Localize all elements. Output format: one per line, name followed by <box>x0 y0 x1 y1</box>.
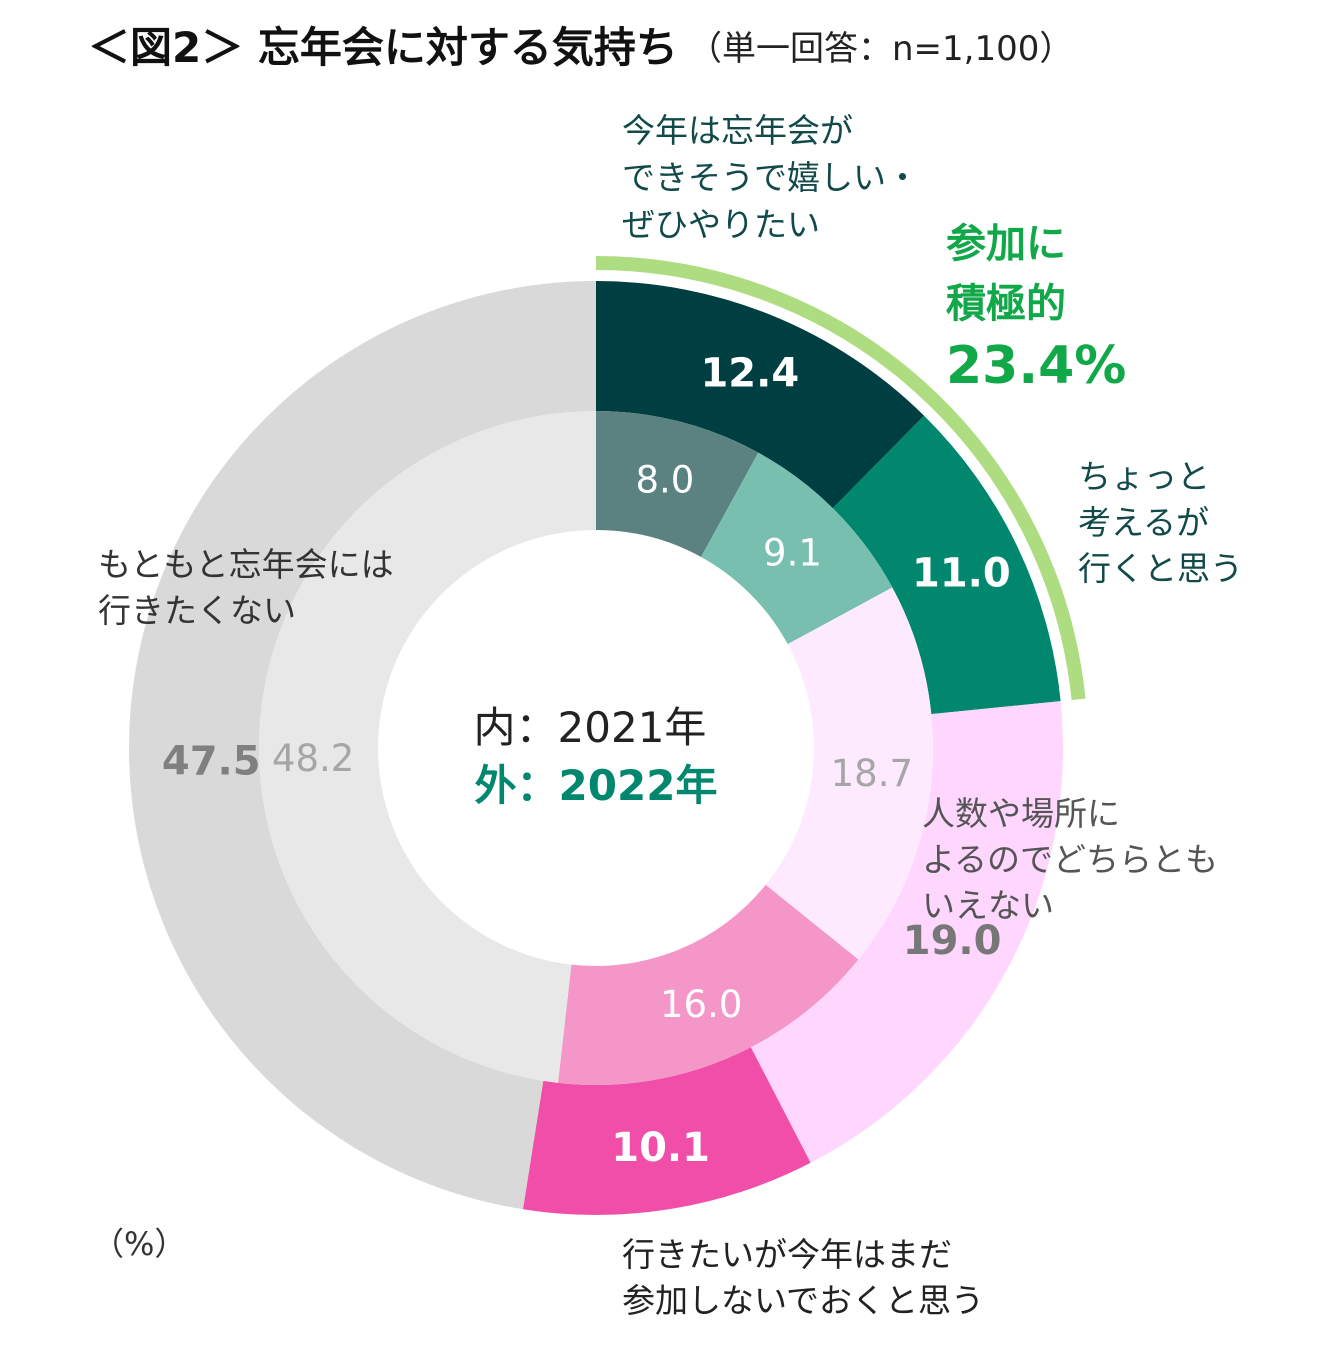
highlight-line-2: 積極的 <box>946 281 1066 327</box>
center-outer-label: 外：2022年 <box>475 761 718 810</box>
outer-ring-slice-1 <box>596 281 925 509</box>
outer-ring-slice-2 <box>832 415 1061 715</box>
category-label-4-line-2: 参加しないでおくと思う <box>622 1281 984 1320</box>
inner-ring-slice-1 <box>596 411 759 557</box>
chart-labels: 12.4 11.0 19.0 10.1 47.5 8.0 9.1 18.7 16.0 48.2 今年… <box>98 111 1243 1320</box>
outer-value-label-3: 19.0 <box>903 918 1002 964</box>
highlight-line-1: 参加に <box>946 221 1066 267</box>
category-label-1-line-2: できそうで嬉しい・ <box>622 158 919 197</box>
inner-value-label-1: 8.0 <box>635 459 694 502</box>
category-label-1-line-3: ぜひやりたい <box>622 205 820 244</box>
outer-ring-slice-3 <box>750 701 1063 1163</box>
category-label-3-line-2: よるのでどちらとも <box>922 840 1218 879</box>
inner-ring-slice-4 <box>557 884 859 1085</box>
category-label-5-line-1: もともと忘年会には <box>98 545 394 584</box>
unit-label: （%） <box>92 1225 186 1263</box>
inner-value-label-5: 48.2 <box>272 737 354 780</box>
category-label-4-line-1: 行きたいが今年はまだ <box>622 1235 952 1274</box>
category-label-2-line-2: 考えるが <box>1078 503 1209 542</box>
inner-value-label-2: 9.1 <box>763 532 822 575</box>
inner-ring-slice-5 <box>258 411 596 1083</box>
category-label-3-line-1: 人数や場所に <box>922 794 1120 833</box>
category-label-2-line-3: 行くと思う <box>1078 549 1243 588</box>
category-label-2-line-1: ちょっと <box>1078 457 1210 496</box>
inner-value-label-4: 16.0 <box>660 983 742 1026</box>
outer-value-label-2: 11.0 <box>912 550 1011 596</box>
outer-value-label-5: 47.5 <box>162 738 261 784</box>
outer-ring-slice-5 <box>128 281 596 1210</box>
highlight-value: 23.4% <box>946 336 1126 396</box>
outer-ring-slice-4 <box>522 1047 811 1215</box>
category-label-1-line-1: 今年は忘年会が <box>622 111 853 150</box>
category-label-5-line-2: 行きたくない <box>98 591 296 630</box>
highlight-arc <box>595 256 1086 701</box>
chart-title: ＜図2＞ 忘年会に対する気持ち <box>88 23 678 72</box>
category-label-3-line-3: いえない <box>922 886 1054 925</box>
chart-subtitle: （単一回答：n=1,100） <box>688 29 1073 69</box>
center-inner-label: 内：2021年 <box>474 703 707 752</box>
outer-value-label-1: 12.4 <box>700 350 799 396</box>
donut-rings <box>128 281 1063 1215</box>
inner-ring-slice-3 <box>765 587 933 960</box>
outer-value-label-4: 10.1 <box>611 1125 710 1171</box>
inner-value-label-3: 18.7 <box>831 752 913 795</box>
inner-ring-slice-2 <box>701 452 893 645</box>
